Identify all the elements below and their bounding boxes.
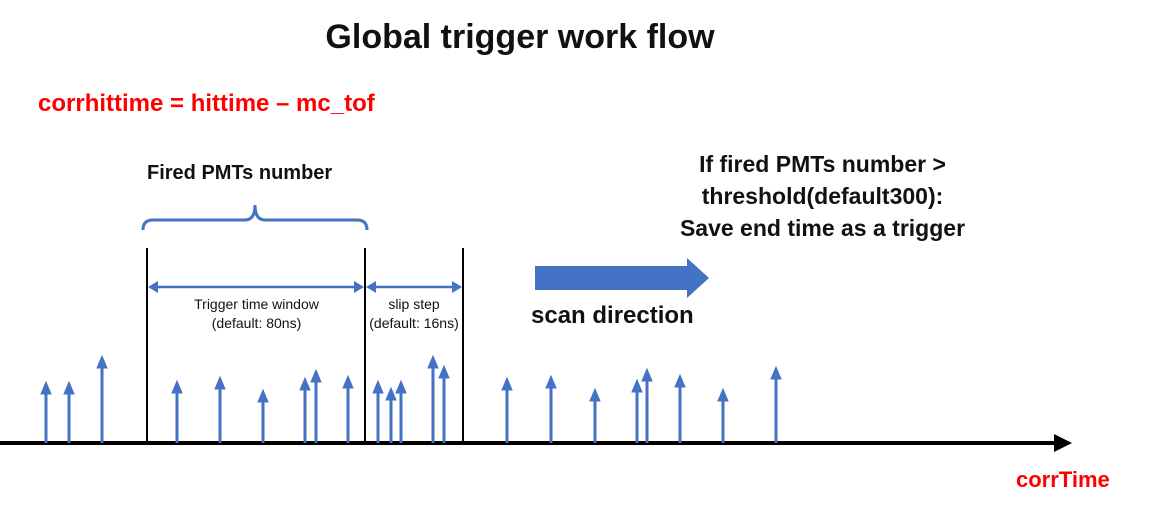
slip-span-right-head bbox=[452, 281, 462, 293]
pmt-hit-arrow bbox=[63, 380, 75, 443]
pmt-hit-arrow bbox=[310, 368, 322, 443]
pmt-hit-arrow bbox=[299, 376, 311, 443]
fired-pmts-label: Fired PMTs number bbox=[147, 162, 333, 184]
pmt-hit-arrow bbox=[641, 367, 653, 443]
pmt-hit-arrow bbox=[372, 379, 384, 443]
slip-span-left-head bbox=[366, 281, 376, 293]
slip-step-default: (default: 16ns) bbox=[369, 315, 459, 331]
corrhittime-formula: corrhittime = hittime – mc_tof bbox=[38, 90, 375, 117]
pmt-hit-arrow bbox=[674, 373, 686, 443]
pmt-hit-arrow bbox=[770, 365, 782, 443]
trigger-window-title: Trigger time window bbox=[194, 296, 319, 312]
pmt-hit-arrow bbox=[438, 364, 450, 443]
pmt-hit-arrow bbox=[501, 376, 513, 443]
window-span-right-head bbox=[354, 281, 364, 293]
trigger-window-default: (default: 80ns) bbox=[211, 315, 302, 331]
fired-pmts-brace bbox=[141, 204, 369, 231]
pmt-hit-arrows bbox=[40, 354, 782, 443]
window-span-left-head bbox=[148, 281, 158, 293]
corrtime-axis-label: corrTime bbox=[1016, 467, 1110, 492]
pmt-hit-arrow bbox=[96, 354, 108, 443]
pmt-hit-arrow bbox=[385, 386, 397, 443]
trigger-condition-text: If fired PMTs number > threshold(default… bbox=[620, 148, 1025, 244]
pmt-hit-arrow bbox=[395, 379, 407, 443]
pmt-hit-arrow bbox=[631, 378, 643, 443]
scan-direction-label: scan direction bbox=[531, 302, 694, 329]
pmt-hit-arrow bbox=[342, 374, 354, 443]
condition-line-3: Save end time as a trigger bbox=[679, 215, 966, 241]
trigger-window-label: Trigger time window (default: 80ns) bbox=[148, 295, 365, 333]
pmt-hit-arrow bbox=[717, 387, 729, 443]
slip-step-title: slip step bbox=[388, 296, 440, 312]
pmt-hit-arrow bbox=[171, 379, 183, 443]
pmt-hit-arrow bbox=[40, 380, 52, 443]
slip-step-label: slip step (default: 16ns) bbox=[358, 295, 470, 333]
pmt-hit-arrow bbox=[545, 374, 557, 443]
scan-direction-arrow bbox=[535, 258, 709, 298]
pmt-hit-arrow bbox=[214, 375, 226, 443]
condition-line-2: threshold(default300): bbox=[701, 183, 944, 209]
pmt-hit-arrow bbox=[257, 388, 269, 443]
time-axis-arrowhead bbox=[1054, 434, 1072, 452]
pmt-hit-arrow bbox=[589, 387, 601, 443]
pmt-hit-arrow bbox=[427, 354, 439, 443]
condition-line-1: If fired PMTs number > bbox=[699, 151, 946, 177]
diagram-title: Global trigger work flow bbox=[325, 18, 715, 56]
